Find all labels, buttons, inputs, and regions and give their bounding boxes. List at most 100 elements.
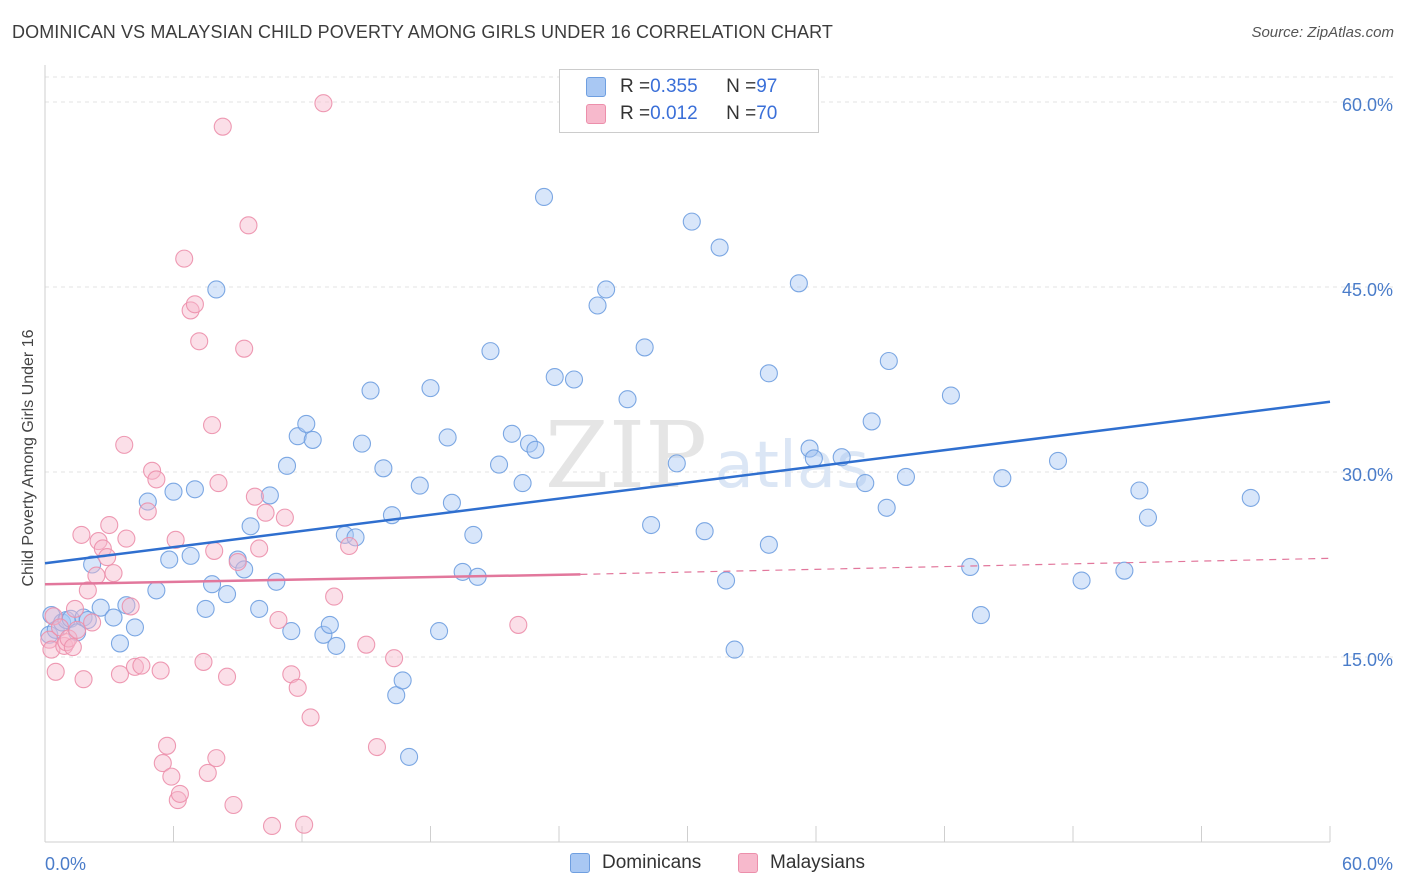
dominican-point [1241, 488, 1260, 507]
malaysian-point [87, 566, 106, 585]
dominican-point [682, 212, 701, 231]
dominican-point [327, 636, 346, 655]
malaysian-point [207, 749, 226, 768]
malaysians-trend-line [44, 573, 581, 586]
dominican-point [147, 581, 166, 600]
dominican-point [1130, 481, 1149, 500]
y-tick-label: 30.0% [1342, 465, 1393, 485]
malaysian-point [367, 737, 387, 757]
malaysian-point [175, 249, 194, 268]
malaysian-point [194, 652, 213, 671]
malaysian-point [275, 508, 294, 527]
dominican-point [438, 428, 457, 447]
dominican-point [203, 575, 222, 594]
dominican-point [1048, 451, 1068, 470]
dominican-point [250, 599, 269, 618]
malaysian-point [198, 763, 217, 782]
dominican-point [110, 634, 130, 653]
trend-lines [44, 400, 1331, 586]
malaysian-point [385, 649, 404, 668]
dominican-point [241, 517, 260, 536]
malaysian-point [63, 638, 82, 657]
legend-r-value: 0.355 [650, 76, 698, 97]
malaysian-point [239, 216, 258, 235]
malaysian-point [153, 754, 172, 773]
dominican-point [314, 625, 333, 644]
malaysian-point [117, 529, 136, 548]
dominican-point [961, 557, 980, 577]
chart-source: Source: ZipAtlas.com [1251, 24, 1394, 41]
malaysian-point [185, 295, 204, 314]
malaysians-points [40, 94, 528, 836]
malaysian-point [314, 94, 333, 113]
malaysian-point [100, 515, 119, 535]
dominican-point [196, 599, 215, 618]
dominican-point [303, 430, 322, 449]
legend-n-value: 70 [756, 103, 778, 124]
y-tick-label: 15.0% [1342, 650, 1393, 670]
dominican-point [207, 280, 226, 299]
dominican-point [588, 296, 607, 315]
malaysian-point [301, 708, 320, 727]
dominican-point [725, 640, 744, 659]
malaysian-point [170, 784, 189, 803]
y-tick-labels: 15.0% 30.0% 45.0% 60.0% [1342, 95, 1393, 670]
dominicans-trend-line [44, 400, 1331, 565]
malaysian-point [269, 610, 288, 630]
legend-r-value: 0.012 [650, 103, 698, 124]
dominicans-points [40, 187, 1260, 766]
dominican-point [597, 280, 616, 299]
malaysian-point [147, 470, 166, 489]
legend-n-label: N = [726, 76, 757, 97]
watermark-zip: ZIP [545, 402, 707, 509]
malaysian-point [74, 670, 93, 689]
malaysians-swatch [586, 104, 606, 124]
y-tick-label: 60.0% [1342, 95, 1393, 115]
legend-row-dominicans: R = 0.355 N = 97 [586, 74, 777, 100]
dominican-point [361, 381, 380, 400]
dominican-point [804, 449, 823, 468]
malaysian-point [138, 502, 157, 521]
dominican-point [993, 469, 1012, 488]
malaysian-point [68, 620, 87, 639]
malaysian-point [325, 587, 344, 606]
dominican-point [667, 454, 686, 473]
dominican-point [513, 474, 532, 493]
dominican-point [534, 187, 554, 207]
malaysian-point [115, 435, 134, 454]
series-legend: Dominicans Malaysians [0, 852, 1406, 880]
dominican-point [481, 342, 500, 361]
dominican-point [862, 412, 881, 431]
y-axis-label: Child Poverty Among Girls Under 16 [20, 329, 37, 586]
dominican-point [393, 671, 412, 690]
dominicans-swatch [570, 853, 590, 873]
malaysian-point [250, 539, 269, 558]
malaysian-point [190, 332, 209, 351]
dominican-point [217, 585, 237, 604]
malaysian-point [235, 339, 254, 358]
dominican-point [442, 493, 461, 512]
dominican-point [277, 456, 297, 475]
dominican-point [1072, 571, 1091, 590]
dominican-point [635, 338, 654, 357]
malaysian-point [205, 541, 224, 560]
malaysian-point [44, 607, 63, 626]
x-tick-label-min: 0.0% [45, 854, 86, 874]
dominican-point [400, 747, 419, 766]
dominican-point [260, 486, 279, 505]
dominican-point [1115, 561, 1134, 580]
dominican-point [526, 440, 545, 459]
malaysian-point [83, 613, 102, 632]
dominican-point [564, 370, 584, 389]
dominican-point [160, 550, 179, 569]
dominican-point [138, 492, 157, 511]
dominican-point [642, 515, 661, 535]
malaysian-point [125, 657, 144, 676]
malaysian-point [162, 767, 181, 786]
dominican-point [941, 386, 960, 405]
correlation-legend: R = 0.355 N = 97 R = 0.012 N = 70 [559, 69, 819, 133]
dominican-point [489, 455, 509, 474]
dominican-point [877, 498, 896, 517]
dominican-point [800, 439, 819, 458]
